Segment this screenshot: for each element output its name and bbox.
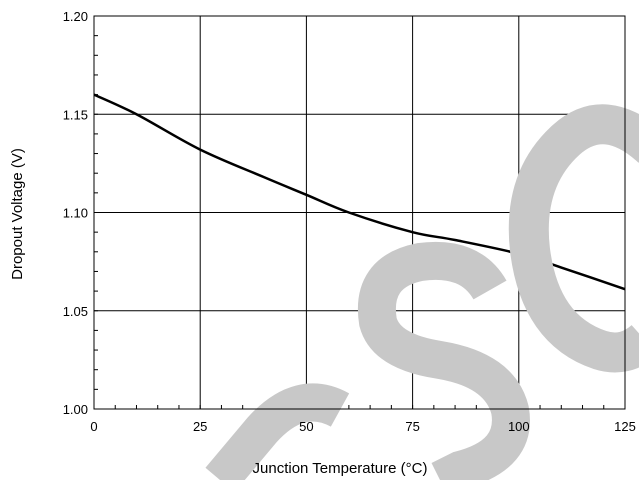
x-tick-label-0: 0 (90, 419, 97, 434)
y-axis-title: Dropout Voltage (V) (9, 148, 26, 280)
x-axis-title: Junction Temperature (°C) (253, 460, 428, 477)
y-tick-label-4: 1.20 (63, 9, 88, 24)
y-tick-labels: 1.00 1.05 1.10 1.15 1.20 (63, 9, 88, 417)
watermark-stroke-1 (205, 383, 350, 480)
y-tick-label-0: 1.00 (63, 402, 88, 417)
y-tick-label-3: 1.15 (63, 107, 88, 122)
watermark-stroke-2 (357, 241, 530, 480)
watermark-shapes (205, 104, 639, 480)
x-tick-label-5: 125 (614, 419, 636, 434)
x-tick-label-2: 50 (299, 419, 313, 434)
plot-frame (93, 15, 626, 410)
x-tick-label-1: 25 (193, 419, 207, 434)
x-tick-labels: 0 25 50 75 100 125 (90, 419, 635, 434)
x-tick-label-3: 75 (405, 419, 419, 434)
y-tick-label-1: 1.05 (63, 304, 88, 319)
x-tick-label-4: 100 (508, 419, 530, 434)
watermark-stroke-3 (508, 104, 639, 373)
y-tick-label-2: 1.10 (63, 206, 88, 221)
